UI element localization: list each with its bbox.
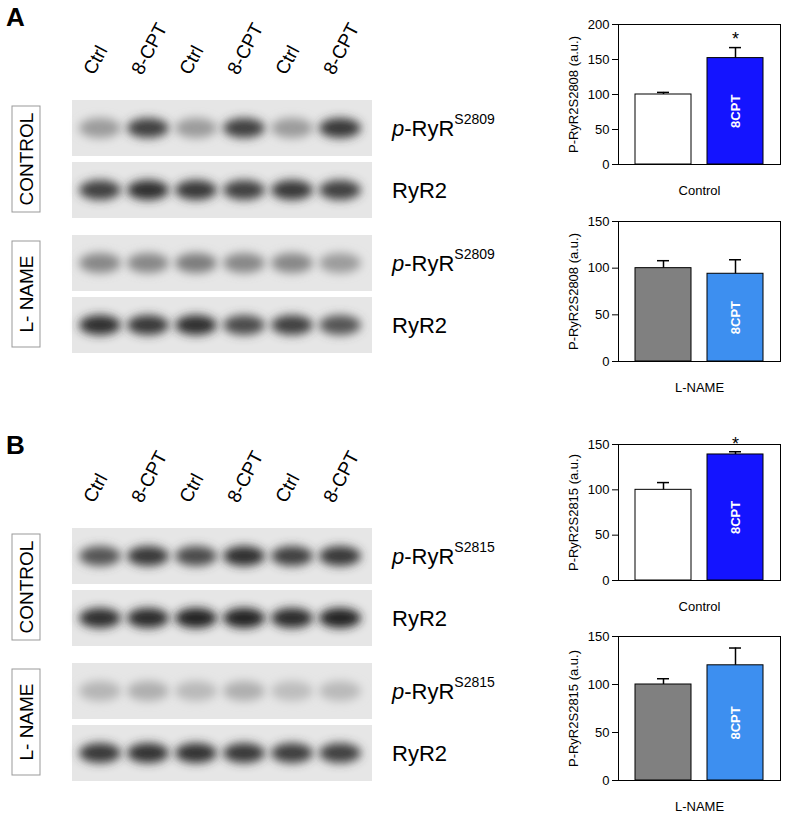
svg-text:RyR2: RyR2 [392,178,447,203]
svg-text:100: 100 [588,677,610,692]
svg-text:L- NAME: L- NAME [16,683,37,760]
svg-text:100: 100 [588,87,610,102]
svg-text:8CPT: 8CPT [728,706,743,739]
svg-text:L-NAME: L-NAME [675,380,724,395]
svg-text:A: A [6,2,25,32]
svg-text:8CPT: 8CPT [728,95,743,128]
svg-text:RyR2: RyR2 [392,313,447,338]
svg-text:B: B [6,430,25,460]
svg-text:Ctrl: Ctrl [79,42,111,78]
svg-text:Ctrl: Ctrl [271,470,303,506]
svg-text:CONTROL: CONTROL [16,113,37,206]
svg-text:100: 100 [588,482,610,497]
svg-text:Ctrl: Ctrl [271,42,303,78]
svg-text:Control: Control [679,183,721,198]
svg-text:p-RyRS2815: p-RyRS2815 [391,674,495,704]
svg-text:0: 0 [602,773,609,788]
svg-text:8-CPT: 8-CPT [127,447,171,506]
svg-text:P-RyR2S2808 (a.u.): P-RyR2S2808 (a.u.) [566,233,581,350]
svg-text:L- NAME: L- NAME [16,255,37,332]
svg-text:50: 50 [595,122,609,137]
svg-text:150: 150 [588,214,610,229]
svg-text:8-CPT: 8-CPT [319,19,363,78]
svg-text:p-RyRS2815: p-RyRS2815 [391,539,495,569]
svg-text:8CPT: 8CPT [728,301,743,334]
svg-text:Control: Control [679,599,721,614]
svg-text:Ctrl: Ctrl [175,470,207,506]
svg-text:*: * [732,29,739,49]
svg-text:100: 100 [588,260,610,275]
svg-text:p-RyRS2809: p-RyRS2809 [391,246,495,276]
svg-text:150: 150 [588,629,610,644]
svg-text:Ctrl: Ctrl [79,470,111,506]
svg-text:P-RyR2S2815 (a.u.): P-RyR2S2815 (a.u.) [566,650,581,767]
svg-text:*: * [732,434,739,454]
svg-text:50: 50 [595,307,609,322]
svg-text:200: 200 [588,17,610,32]
svg-text:0: 0 [602,354,609,369]
svg-text:L-NAME: L-NAME [675,799,724,814]
svg-text:CONTROL: CONTROL [16,541,37,634]
svg-text:p-RyRS2809: p-RyRS2809 [391,111,495,141]
svg-text:50: 50 [595,725,609,740]
svg-text:50: 50 [595,527,609,542]
svg-text:8-CPT: 8-CPT [223,19,267,78]
svg-text:Ctrl: Ctrl [175,42,207,78]
svg-text:8CPT: 8CPT [728,501,743,534]
svg-text:P-RyR2S2808 (a.u.): P-RyR2S2808 (a.u.) [566,36,581,153]
svg-text:P-RyR2S2815 (a.u.): P-RyR2S2815 (a.u.) [566,454,581,571]
svg-text:RyR2: RyR2 [392,606,447,631]
svg-text:8-CPT: 8-CPT [319,447,363,506]
svg-text:RyR2: RyR2 [392,741,447,766]
svg-text:8-CPT: 8-CPT [223,447,267,506]
svg-text:8-CPT: 8-CPT [127,19,171,78]
svg-text:150: 150 [588,437,610,452]
svg-text:0: 0 [602,157,609,172]
svg-text:0: 0 [602,573,609,588]
svg-text:150: 150 [588,52,610,67]
